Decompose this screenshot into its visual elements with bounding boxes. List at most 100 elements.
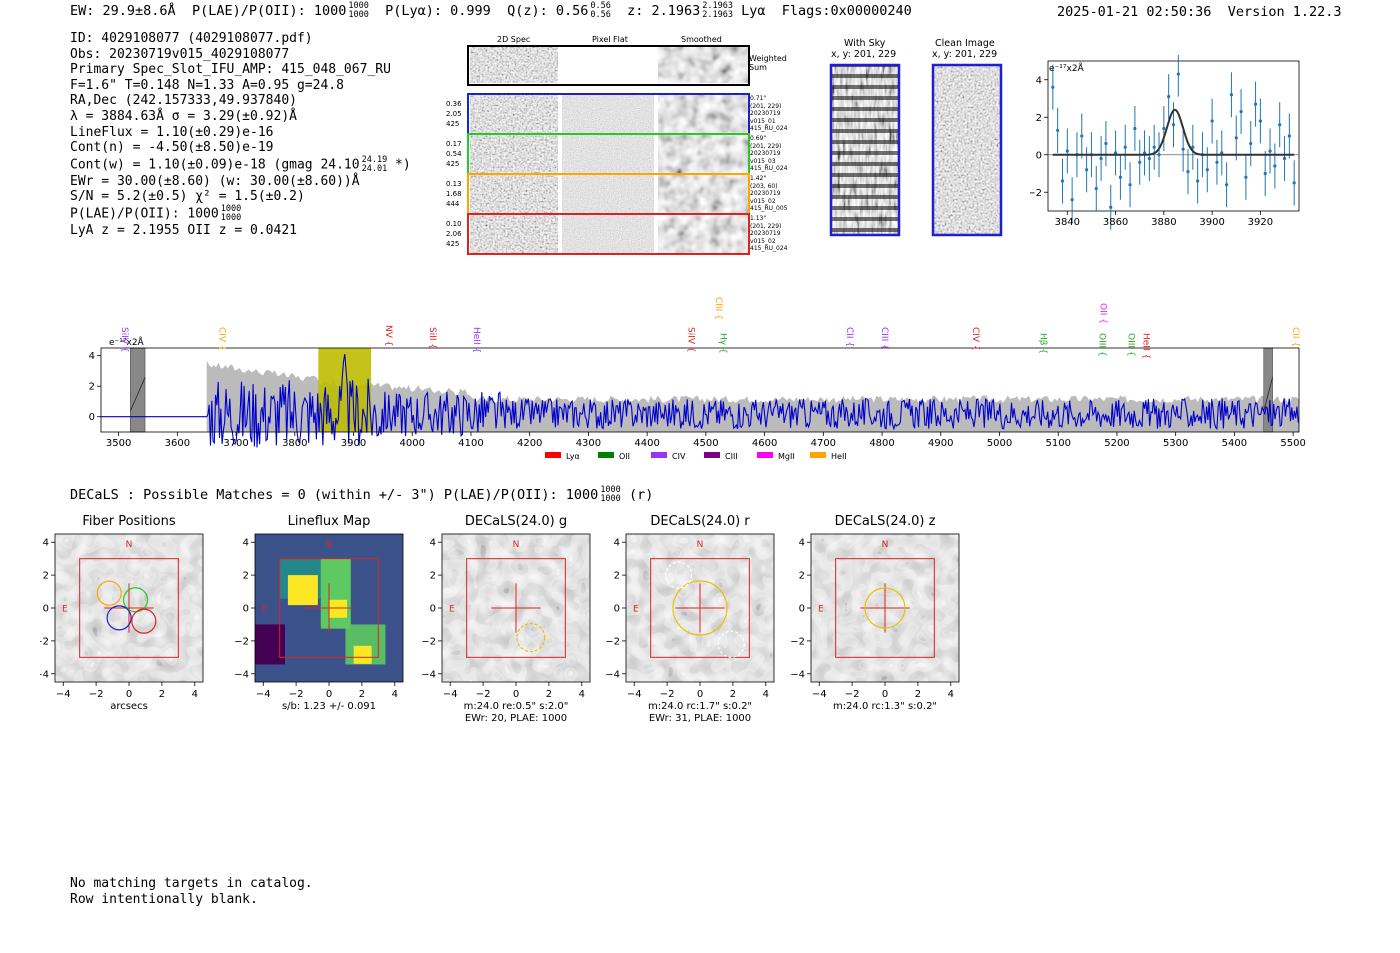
legend-swatch [598,452,614,458]
zoom-point [1196,179,1200,183]
redshift-summary-range: 2.1963 2.1963 [702,1,733,20]
info-plae: P(LAE)/P(OII): 1000 1000 1000 [70,203,242,223]
decals-y-tick-label: 2 [243,571,249,582]
decals-x-tick-label: −4 [443,689,458,700]
zoom-y-tick-label: 4 [1036,75,1042,86]
cutout-stack [467,45,750,255]
info-radec: RA,Dec (242.157333,49.937840) [70,93,297,109]
weighted-sum-row [467,45,750,86]
zoom-point [1147,156,1151,161]
cutout-pixelflat [562,175,654,213]
decals-x-tick-label: 2 [359,689,365,700]
zoom-point [1268,149,1272,153]
spectrum-x-tick-label: 5200 [1104,438,1129,449]
north-marker: N [697,540,704,550]
decals-x-tick-label: −2 [289,689,304,700]
full-spectrum-plot: 3500 3600 3700 3800 3900 4000 4100 4200 4300 4400… [89,297,1306,461]
zoom-y-tick-label: 0 [1036,150,1042,161]
zoom-point [1157,153,1161,157]
zoom-point [1287,134,1291,138]
info-lineflux: LineFlux = 1.10(±0.29)e-16 [70,124,274,140]
clean-image-frame [931,63,1003,237]
decals-x-tick-label: 0 [697,689,703,700]
decals-x-tick-label: 4 [192,689,198,700]
cutout-row-left-labels: 0.36 2.05 425 [446,100,462,128]
decals-panel-2: DECaLS(24.0) g N E −4 −2 0 2 4 4 2 0 −2 −4 m:24.0 re:… [421,514,591,724]
north-marker: N [326,540,333,550]
qz-summary: Q(z): 0.56 [507,3,589,19]
decals-x-tick-label: 0 [882,689,888,700]
cutout-row-left-labels: 0.17 0.54 425 [446,140,462,168]
weighted-smoothed [658,47,748,83]
decals-panel-1: Lineflux Map N E −4 −2 0 2 4 4 2 0 −2 −4 s/b: 1.23 +/… [234,514,404,712]
zoom-point [1085,168,1089,172]
cutout-pixelflat [562,215,654,253]
decals-x-tick-label: 2 [915,689,921,700]
decals-aperture-box [79,558,179,658]
east-marker: E [262,604,268,614]
zoom-point [1258,119,1262,123]
weighted-2dspec [470,47,558,83]
zoom-point [1171,123,1176,127]
zoom-point [1205,168,1209,172]
decals-aperture-box [279,558,379,658]
spectrum-line-label: CIV { [217,327,227,351]
decals-y-tick-label: 2 [799,571,805,582]
spectrum-x-tick-label: 5500 [1280,438,1305,449]
zoom-point [1224,183,1229,187]
info-fiber: F=1.6" T=0.148 N=1.33 A=0.95 g=24.8 [70,77,344,93]
decals-y-tick-label: −2 [40,636,49,647]
zoom-point [1220,151,1224,155]
footer-line-1: No matching targets in catalog. [70,876,313,891]
zoom-point [1118,175,1123,179]
info-contw: Cont(w) = 1.10(±0.09)e-18 (gmag 24.10 24.… [70,154,411,174]
decals-x-tick-label: −4 [256,689,271,700]
col-title-pixelflat: Pixel Flat [592,35,628,44]
decals-panel-title: DECaLS(24.0) r [650,514,750,529]
decals-caption-2: EWr: 20, PLAE: 1000 [465,713,567,724]
spectrum-x-tick-label: 5000 [987,438,1012,449]
legend-label: CIV [672,452,686,461]
clean-image-title: Clean Image [935,38,995,49]
decals-x-tick-label: −2 [845,689,860,700]
zoom-x-tick-label: 3880 [1151,217,1176,228]
decals-panel-title: DECaLS(24.0) g [465,514,567,529]
zoom-point [1249,141,1253,146]
info-primary: Primary Spec_Slot_IFU_AMP: 415_048_067_R… [70,62,391,78]
spectrum-x-tick-label: 3600 [165,438,190,449]
north-marker: N [882,540,889,550]
redshift-summary: z: 2.1963 [627,3,701,19]
decals-y-tick-label: 0 [243,604,249,615]
decals-panel-0: Fiber Positions N E −4 −2 0 2 4 4 2 0 −2 −4 arcsecs [40,514,204,712]
zoom-point [1113,151,1118,155]
sky-images [829,63,1003,237]
decals-x-tick-label: −4 [627,689,642,700]
cutout-2dspec [470,215,558,253]
decals-panel-4: DECaLS(24.0) z N E −4 −2 0 2 4 4 2 0 −2 −4 m:24.0 rc:… [790,514,960,712]
weighted-sum-label: Weighted Sum [749,54,787,72]
cutout-row-left-labels: 0.13 1.68 444 [446,180,462,208]
zoom-x-tick-label: 3920 [1248,217,1273,228]
spectrum-line-label: Hγ { [718,333,728,354]
decals-y-tick-label: 0 [799,604,805,615]
plya-summary: P(Lyα): 0.999 [385,3,491,19]
zoom-point [1123,145,1127,149]
zoom-point [1094,186,1098,191]
fiber-circle [96,580,122,606]
zoom-point [1253,102,1258,106]
match-circle [864,587,906,629]
decals-y-tick-label: 0 [614,604,620,615]
decals-caption-1: m:24.0 rc:1.3" s:0.2" [833,701,937,712]
zoom-point [1051,85,1055,89]
decals-x-tick-label: −2 [476,689,491,700]
spectrum-line-label: OIII { [1126,333,1136,357]
ew-summary: EW: 29.9±8.6Å [70,3,176,19]
zoom-point [1244,175,1248,179]
fiber-circle [106,605,132,631]
cutout-row-0 [467,93,750,135]
clean-image-sub: x, y: 201, 229 [932,49,998,60]
decals-panel-3: DECaLS(24.0) r N E −4 −2 0 2 4 4 2 0 −2 −4 m:24.0 rc:… [605,514,775,724]
cutout-row-2 [467,173,750,215]
cutout-smoothed [658,135,748,173]
info-lambda: λ = 3884.63Å σ = 3.29(±0.92)Å [70,108,297,124]
